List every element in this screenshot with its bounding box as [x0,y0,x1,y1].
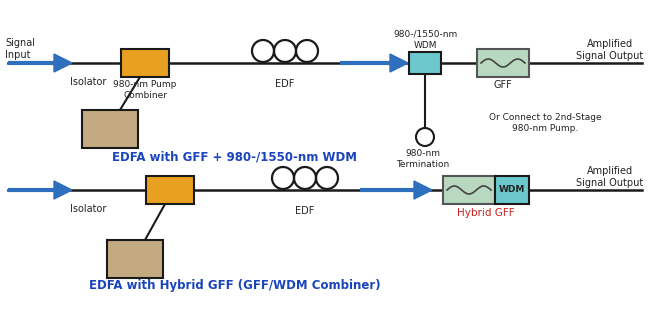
Bar [82,110,138,148]
FancyBboxPatch shape [443,176,495,204]
Bar [107,240,163,278]
Polygon shape [54,181,72,199]
Polygon shape [390,54,408,72]
Text: Isolator: Isolator [70,204,106,214]
Bar [409,52,441,74]
Text: 980-nm
Pump Laser: 980-nm Pump Laser [81,118,139,140]
Bar [121,49,169,77]
Text: GFF: GFF [493,80,512,90]
Polygon shape [54,54,72,72]
Text: Or Connect to 2nd-Stage
980-nm Pump.: Or Connect to 2nd-Stage 980-nm Pump. [489,113,601,133]
Text: WDM: WDM [499,186,525,195]
Text: EDF: EDF [295,206,315,216]
Bar [146,176,194,204]
Bar [495,176,529,204]
Text: 980-nm
Pump Laser: 980-nm Pump Laser [106,248,164,270]
Text: 980-nm
Termination: 980-nm Termination [396,149,450,169]
Text: 980-/1550-nm
WDM: 980-/1550-nm WDM [393,30,457,50]
FancyBboxPatch shape [477,49,529,77]
Text: EDFA with Hybrid GFF (GFF/WDM Combiner): EDFA with Hybrid GFF (GFF/WDM Combiner) [89,279,381,292]
Polygon shape [414,181,432,199]
Text: Hybrid GFF: Hybrid GFF [457,208,515,218]
Text: Amplified
Signal Output: Amplified Signal Output [577,166,644,188]
Text: EDF: EDF [276,79,294,89]
Text: Amplified
Signal Output: Amplified Signal Output [577,39,644,61]
Text: Isolator: Isolator [70,77,106,87]
Text: 980-nm Pump
Combiner: 980-nm Pump Combiner [113,80,177,100]
Text: Signal
Input: Signal Input [5,38,35,60]
Text: EDFA with GFF + 980-/1550-nm WDM: EDFA with GFF + 980-/1550-nm WDM [112,151,358,164]
